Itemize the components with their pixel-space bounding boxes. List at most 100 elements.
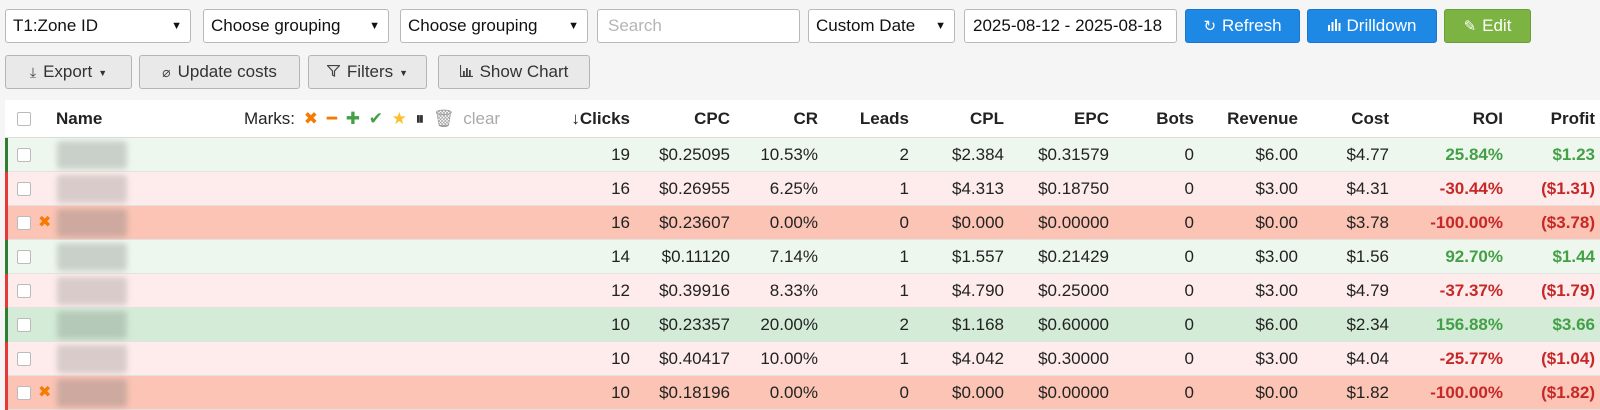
- header-clicks[interactable]: ↓Clicks: [571, 100, 630, 138]
- row-checkbox[interactable]: [17, 250, 31, 264]
- select-all-checkbox[interactable]: [17, 112, 31, 126]
- row-checkbox[interactable]: [17, 182, 31, 196]
- cell-leads: 2: [899, 145, 909, 164]
- bar-chart-icon: [1327, 11, 1341, 43]
- marks-clear-link[interactable]: clear: [463, 109, 501, 128]
- row-checkbox[interactable]: [17, 284, 31, 298]
- caret-down-icon: ▼: [399, 67, 409, 78]
- grouping-select-2[interactable]: Choose grouping ▼: [203, 9, 389, 43]
- cell-roi: 92.70%: [1445, 247, 1503, 266]
- table-row[interactable]: 16 $0.26955 6.25% 1 $4.313 $0.18750 0 $3.00 $4.3…: [5, 172, 1600, 206]
- header-cpl[interactable]: CPL: [970, 109, 1004, 128]
- row-checkbox[interactable]: [17, 148, 31, 162]
- cell-clicks: 16: [611, 213, 630, 232]
- cell-cr: 0.00%: [769, 213, 818, 232]
- cell-cost: $4.04: [1346, 349, 1389, 368]
- top-toolbar: T1:Zone ID ▼ Choose grouping ▼ Choose gr…: [0, 0, 1600, 52]
- table-row[interactable]: 12 $0.39916 8.33% 1 $4.790 $0.25000 0 $3.00 $4.7…: [5, 274, 1600, 308]
- cell-cpc: $0.26955: [659, 179, 730, 198]
- cell-bots: 0: [1184, 315, 1194, 334]
- search-input[interactable]: [597, 9, 800, 43]
- cell-cpc: $0.23607: [659, 213, 730, 232]
- grouping-select-1[interactable]: T1:Zone ID ▼: [5, 9, 191, 43]
- header-cpc[interactable]: CPC: [694, 109, 730, 128]
- sort-desc-icon: ↓: [571, 109, 580, 128]
- date-range-input[interactable]: 2025-08-12 - 2025-08-18: [964, 9, 1177, 43]
- row-checkbox[interactable]: [17, 352, 31, 366]
- cell-roi: -30.44%: [1439, 179, 1503, 198]
- grouping-select-3[interactable]: Choose grouping ▼: [400, 9, 588, 43]
- filters-label: Filters: [346, 62, 394, 81]
- row-status-bar: [5, 240, 8, 274]
- header-clicks-label: Clicks: [579, 109, 630, 128]
- mark-exclude-icon[interactable]: ✖: [303, 109, 318, 128]
- export-button[interactable]: ⤓ Export ▼: [5, 55, 132, 89]
- header-roi[interactable]: ROI: [1472, 109, 1503, 128]
- header-cost[interactable]: Cost: [1351, 109, 1389, 128]
- show-chart-button[interactable]: Show Chart: [438, 55, 590, 89]
- cell-epc: $0.18750: [1038, 179, 1109, 198]
- redacted-name: [57, 311, 127, 339]
- cell-profit: $1.23: [1552, 145, 1595, 164]
- cell-roi: -25.77%: [1439, 349, 1503, 368]
- cell-cpc: $0.39916: [659, 281, 730, 300]
- caret-down-icon: ▼: [369, 20, 380, 32]
- table-row[interactable]: 10 $0.23357 20.00% 2 $1.168 $0.60000 0 $6.00 $2.…: [5, 308, 1600, 342]
- cell-leads: 1: [899, 281, 909, 300]
- header-profit[interactable]: Profit: [1550, 109, 1595, 128]
- cell-cost: $4.77: [1346, 145, 1389, 164]
- mark-pause-icon[interactable]: ⏸: [415, 109, 425, 128]
- mark-star-icon[interactable]: ★: [391, 109, 407, 128]
- mark-plus-icon[interactable]: ✚: [345, 109, 360, 128]
- cell-bots: 0: [1184, 247, 1194, 266]
- header-leads[interactable]: Leads: [859, 109, 909, 128]
- cell-revenue: $3.00: [1255, 349, 1298, 368]
- cell-cpl: $2.384: [952, 145, 1004, 164]
- cell-profit: $3.66: [1552, 315, 1595, 334]
- date-mode-select[interactable]: Custom Date ▼: [808, 9, 955, 43]
- header-epc[interactable]: EPC: [1074, 109, 1109, 128]
- filters-button[interactable]: Filters ▼: [308, 55, 427, 89]
- update-costs-button[interactable]: ⌀ Update costs: [139, 55, 300, 89]
- trash-icon[interactable]: 🗑: [432, 109, 455, 128]
- edit-button[interactable]: ✎ Edit: [1444, 9, 1531, 43]
- cell-cpc: $0.40417: [659, 349, 730, 368]
- refresh-button[interactable]: ↻ Refresh: [1185, 9, 1300, 43]
- cell-revenue: $6.00: [1255, 145, 1298, 164]
- cell-roi: -100.00%: [1430, 383, 1503, 402]
- cell-revenue: $0.00: [1255, 383, 1298, 402]
- table-row[interactable]: ✖ 16 $0.23607 0.00% 0 $0.000 $0.00000 0 $0.00 $3.…: [5, 206, 1600, 240]
- cell-bots: 0: [1184, 213, 1194, 232]
- cell-revenue: $3.00: [1255, 179, 1298, 198]
- mark-minus-icon[interactable]: ━: [326, 109, 337, 128]
- cell-clicks: 10: [611, 383, 630, 402]
- table-row[interactable]: 10 $0.40417 10.00% 1 $4.042 $0.30000 0 $3.00 $4.…: [5, 342, 1600, 376]
- cell-leads: 1: [899, 349, 909, 368]
- table-row[interactable]: ✖ 10 $0.18196 0.00% 0 $0.000 $0.00000 0 $0.00 $1.…: [5, 376, 1600, 410]
- header-name[interactable]: Name: [56, 109, 103, 128]
- header-revenue[interactable]: Revenue: [1227, 109, 1298, 128]
- cell-clicks: 10: [611, 315, 630, 334]
- mark-check-icon[interactable]: ✔: [368, 109, 383, 128]
- drilldown-button[interactable]: Drilldown: [1307, 9, 1437, 43]
- cell-cpl: $4.313: [952, 179, 1004, 198]
- header-cr[interactable]: CR: [793, 109, 818, 128]
- show-chart-label: Show Chart: [479, 62, 569, 81]
- table-row[interactable]: 19 $0.25095 10.53% 2 $2.384 $0.31579 0 $6.00 $4.…: [5, 138, 1600, 172]
- marks-toolbar: Marks: ✖ ━ ✚ ✔ ★ ⏸ 🗑 clear: [244, 100, 504, 138]
- cell-cr: 8.33%: [769, 281, 818, 300]
- action-toolbar: ⤓ Export ▼ ⌀ Update costs Filters ▼ Show Cha…: [0, 55, 1600, 91]
- table-row[interactable]: 14 $0.11120 7.14% 1 $1.557 $0.21429 0 $3.00 $1.5…: [5, 240, 1600, 274]
- redacted-name: [57, 379, 127, 407]
- row-checkbox[interactable]: [17, 216, 31, 230]
- filter-icon: [326, 56, 341, 88]
- row-checkbox[interactable]: [17, 386, 31, 400]
- row-checkbox[interactable]: [17, 318, 31, 332]
- cell-cpc: $0.18196: [659, 383, 730, 402]
- redacted-name: [57, 175, 127, 203]
- cell-cr: 6.25%: [769, 179, 818, 198]
- cell-epc: $0.00000: [1038, 213, 1109, 232]
- header-bots[interactable]: Bots: [1156, 109, 1194, 128]
- cell-cpl: $0.000: [952, 383, 1004, 402]
- chart-icon: [459, 56, 473, 88]
